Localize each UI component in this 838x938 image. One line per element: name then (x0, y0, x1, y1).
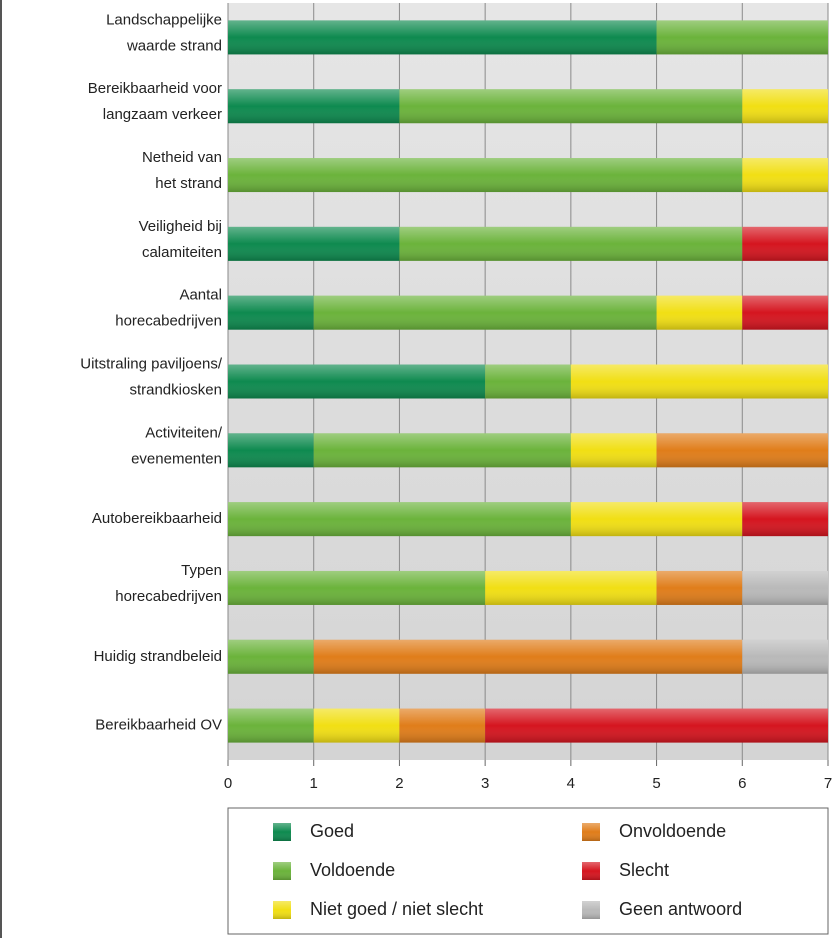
bar-shine (228, 295, 314, 330)
legend-shine (273, 862, 291, 880)
bar-shine (742, 226, 828, 261)
bar-shine (313, 433, 571, 468)
bar-shine (570, 502, 743, 537)
legend-shine (273, 823, 291, 841)
x-tick-label: 3 (481, 775, 489, 792)
bar-shine (485, 364, 571, 399)
legend-label: Voldoende (310, 860, 395, 880)
bar-shine (742, 639, 828, 674)
y-tick-label: Autobereikbaarheid (92, 510, 222, 527)
x-tick-label: 2 (395, 775, 403, 792)
x-tick-label: 0 (224, 775, 232, 792)
bar-shine (228, 226, 400, 261)
y-tick-label: Activiteiten/evenementen (131, 424, 223, 467)
y-tick-label: Uitstraling paviljoens/strandkiosken (80, 355, 223, 398)
bar-shine (228, 20, 657, 55)
bar-shine (399, 89, 743, 124)
y-tick-label: Bereikbaarheid voor langzaam verkeer (88, 80, 222, 123)
bar-shine (228, 364, 486, 399)
x-tick-label: 1 (310, 775, 318, 792)
bar-shine (742, 570, 828, 605)
legend-label: Onvoldoende (619, 821, 726, 841)
bar-shine (485, 570, 657, 605)
bar-shine (228, 708, 314, 743)
bar-shine (313, 295, 657, 330)
y-tick-label: Netheid van het strand (142, 149, 222, 192)
bar-shine (656, 20, 828, 55)
bar-shine (228, 433, 314, 468)
y-tick-label: Landschappelijke waarde strand (106, 11, 222, 54)
bar-shine (656, 570, 743, 605)
y-tick-label: Huidig strandbeleid (94, 648, 222, 665)
legend-label: Goed (310, 821, 354, 841)
bar-shine (228, 158, 743, 193)
x-tick-label: 6 (738, 775, 746, 792)
legend-box (227, 807, 829, 935)
bar-shine (399, 226, 743, 261)
bar-shine (570, 364, 828, 399)
bar-shine (742, 502, 828, 537)
bar-shine (742, 89, 828, 124)
legend-shine (582, 862, 600, 880)
legend-label: Slecht (619, 860, 669, 880)
bar-shine (656, 295, 743, 330)
bar-shine (313, 639, 743, 674)
x-tick-label: 5 (652, 775, 660, 792)
bar-shine (399, 708, 486, 743)
legend-shine (582, 901, 600, 919)
bar-shine (742, 295, 828, 330)
bar-shine (228, 502, 571, 537)
legend-label: Niet goed / niet slecht (310, 899, 483, 919)
legend-shine (273, 901, 291, 919)
bar-shine (228, 639, 314, 674)
bar-shine (485, 708, 828, 743)
bar-shine (228, 89, 400, 124)
bar-shine (656, 433, 828, 468)
bar-shine (742, 158, 828, 193)
x-tick-label: 7 (824, 775, 832, 792)
bar-shine (313, 708, 400, 743)
y-tick-label: Aantal horecabedrijven (115, 287, 222, 330)
y-tick-label: Veiligheid bij calamiteiten (139, 218, 222, 261)
legend-label: Geen antwoord (619, 899, 742, 919)
bar-shine (228, 570, 486, 605)
y-tick-label: Typen horecabedrijven (115, 562, 222, 605)
x-tick-label: 4 (567, 775, 575, 792)
bar-shine (570, 433, 657, 468)
y-tick-label: Bereikbaarheid OV (95, 717, 222, 734)
legend-shine (582, 823, 600, 841)
